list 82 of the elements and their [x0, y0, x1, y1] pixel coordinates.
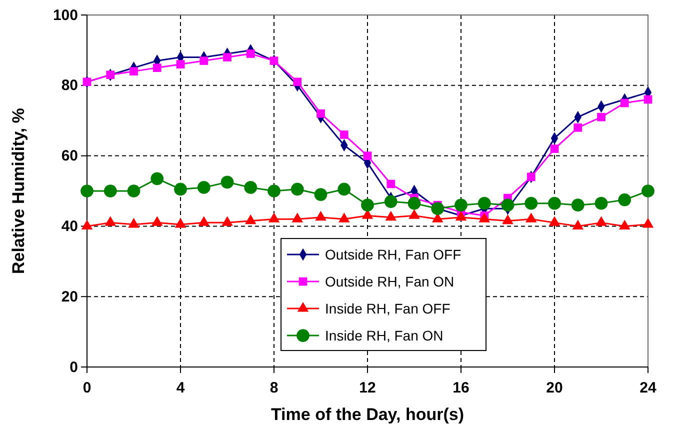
x-tick-label: 24 — [640, 380, 657, 396]
point — [223, 53, 232, 62]
point — [244, 181, 258, 194]
y-axis-title: Relative Humidity, % — [9, 108, 28, 274]
point — [431, 202, 444, 216]
point — [340, 130, 348, 139]
point — [501, 198, 514, 212]
point — [104, 216, 116, 226]
point — [152, 64, 162, 72]
point — [571, 198, 584, 212]
point — [268, 184, 280, 198]
point — [314, 188, 328, 201]
point — [128, 218, 140, 228]
legend-label: Outside RH, Fan ON — [325, 274, 454, 290]
point — [104, 184, 117, 198]
point — [220, 176, 234, 189]
point — [174, 182, 187, 196]
point — [198, 216, 210, 226]
point — [386, 180, 396, 188]
point — [502, 214, 514, 224]
point — [197, 181, 210, 194]
point — [597, 112, 606, 122]
point — [644, 95, 652, 104]
point — [524, 196, 538, 210]
y-tick-label: 60 — [61, 148, 78, 165]
x-tick-label: 16 — [452, 380, 470, 396]
point — [80, 184, 94, 198]
x-tick-label: 4 — [176, 380, 186, 396]
point — [618, 193, 632, 206]
point — [268, 212, 280, 222]
point — [246, 50, 255, 58]
point — [408, 196, 421, 210]
y-tick-label: 100 — [52, 6, 78, 24]
point — [127, 184, 140, 198]
point — [618, 220, 630, 230]
point — [594, 196, 608, 210]
point — [176, 60, 185, 68]
point — [150, 172, 164, 186]
x-tick-label: 0 — [82, 380, 92, 396]
x-tick-label: 20 — [546, 380, 563, 396]
point — [454, 198, 468, 212]
legend-label: Outside RH, Fan OFF — [325, 246, 462, 263]
point — [525, 212, 537, 222]
point — [151, 216, 163, 226]
point — [572, 220, 584, 230]
point — [548, 216, 560, 226]
point — [130, 67, 138, 76]
point — [290, 182, 304, 196]
point — [222, 216, 233, 226]
legend-label: Inside RH, Fan OFF — [325, 300, 450, 317]
y-tick-label: 20 — [61, 288, 78, 306]
point — [642, 184, 654, 198]
point — [478, 212, 490, 222]
point — [548, 196, 561, 210]
point — [478, 196, 491, 210]
point — [363, 152, 372, 160]
legend-label: Inside RH, Fan ON — [325, 328, 444, 344]
point — [550, 144, 559, 153]
point — [596, 216, 607, 226]
point — [338, 212, 350, 222]
point — [244, 214, 256, 224]
x-axis-title: Time of the Day, hour(s) — [270, 405, 464, 424]
point — [338, 182, 351, 196]
point — [574, 123, 582, 132]
point — [316, 109, 325, 118]
point — [293, 78, 302, 86]
point — [81, 220, 93, 230]
y-tick-label: 80 — [61, 77, 78, 94]
point — [361, 198, 374, 212]
point — [200, 56, 208, 65]
point — [408, 209, 420, 219]
point — [174, 218, 186, 228]
point — [642, 218, 654, 228]
point — [384, 195, 398, 208]
point — [292, 212, 304, 222]
y-tick-label: 40 — [61, 218, 78, 235]
x-tick-label: 8 — [270, 380, 278, 396]
point — [620, 98, 629, 108]
y-tick-label: 0 — [70, 358, 78, 376]
point — [315, 210, 326, 221]
x-tick-label: 12 — [359, 380, 376, 396]
point — [385, 210, 397, 221]
